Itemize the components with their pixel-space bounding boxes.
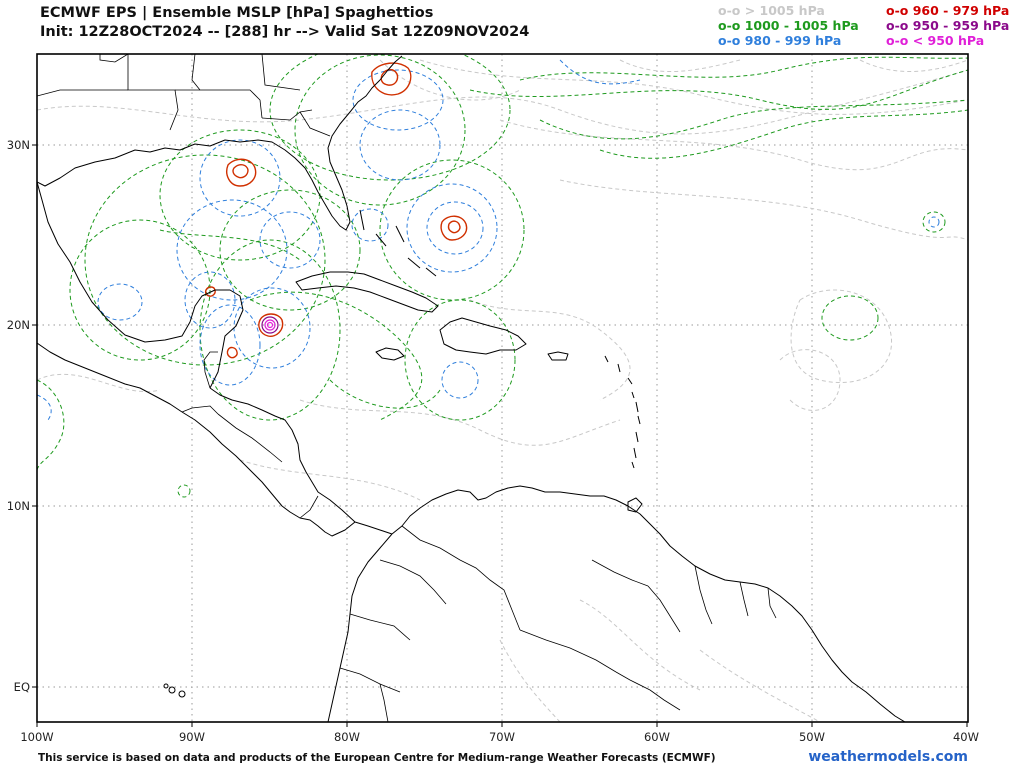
contours-below-960: [261, 316, 279, 334]
legend-item-950-959: o-o 950 - 959 hPa: [886, 18, 1010, 33]
lon-label-40w: 40W: [953, 730, 979, 744]
coastlines: [37, 55, 906, 722]
legend-right-column: o-o 960 - 979 hPa o-o 950 - 959 hPa o-o …: [886, 3, 1009, 48]
contours-1000-1005: [37, 54, 968, 498]
lat-label-10n: 10N: [7, 499, 30, 513]
lat-label-20n: 20N: [7, 318, 30, 332]
lon-label-50w: 50W: [799, 730, 825, 744]
lat-axis: 30N 20N 10N EQ: [7, 138, 37, 694]
legend-item-980-999: o-o 980 - 999 hPa: [718, 33, 842, 48]
lat-label-30n: 30N: [7, 138, 30, 152]
lon-label-80w: 80W: [334, 730, 360, 744]
ecmwf-credit: This service is based on data and produc…: [38, 752, 716, 764]
contours-960-979: [204, 62, 468, 359]
lat-label-eq: EQ: [14, 680, 30, 694]
contours-980-999: [37, 59, 940, 421]
lon-label-60w: 60W: [644, 730, 670, 744]
title-block: ECMWF EPS | Ensemble MSLP [hPa] Spaghett…: [40, 4, 529, 42]
site-link[interactable]: weathermodels.com: [808, 749, 968, 765]
lon-label-90w: 90W: [179, 730, 205, 744]
lon-label-100w: 100W: [20, 730, 53, 744]
contours-above-1005: [37, 59, 968, 722]
page-title: ECMWF EPS | Ensemble MSLP [hPa] Spaghett…: [40, 5, 434, 21]
legend-item-960-979: o-o 960 - 979 hPa: [886, 3, 1010, 18]
legend-item-above-1005: o-o > 1005 hPa: [718, 3, 825, 18]
legend-left-column: o-o > 1005 hPa o-o 1000 - 1005 hPa o-o 9…: [718, 3, 859, 48]
legend-item-1000-1005: o-o 1000 - 1005 hPa: [718, 18, 859, 33]
lon-label-70w: 70W: [489, 730, 515, 744]
valid-time-subtitle: Init: 12Z28OCT2024 -- [288] hr --> Valid…: [40, 24, 530, 40]
legend-item-below-950: o-o < 950 hPa: [886, 33, 985, 48]
borders: [37, 54, 777, 722]
lon-axis: 100W 90W 80W 70W 60W 50W 40W: [20, 722, 979, 744]
